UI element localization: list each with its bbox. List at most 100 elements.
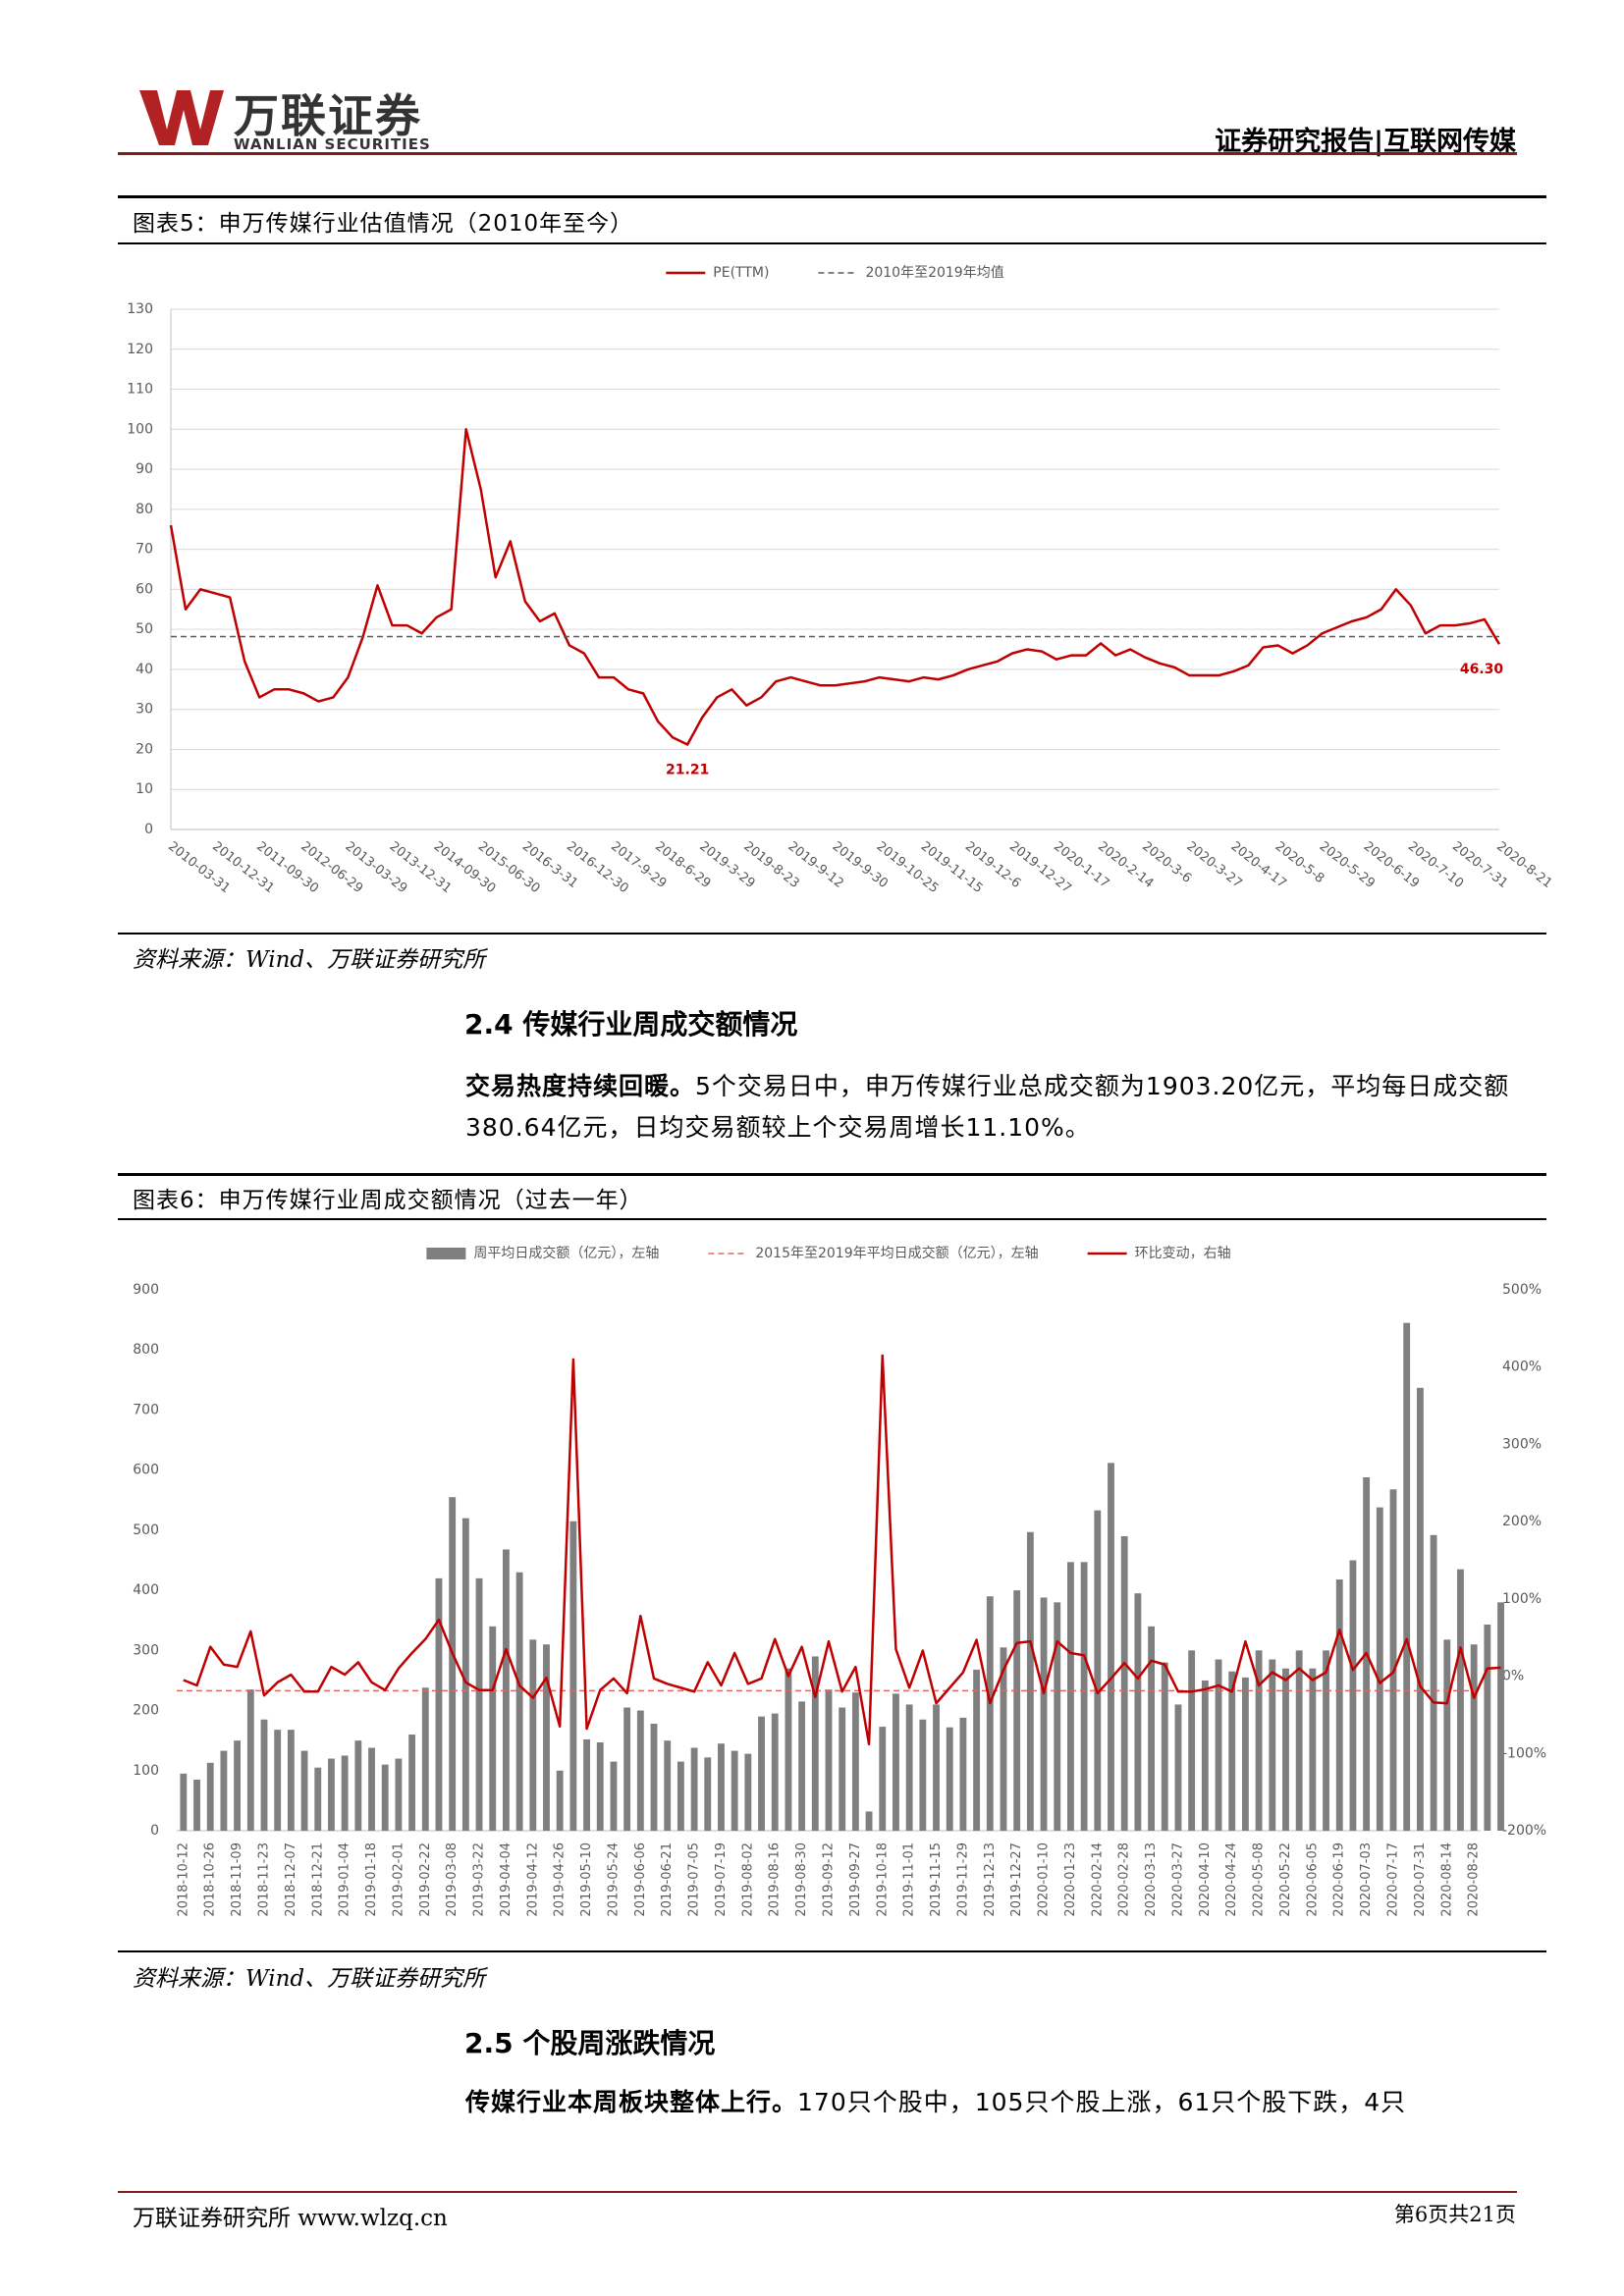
x-tick-label: 2020-04-10 bbox=[1198, 1842, 1213, 1917]
bar bbox=[664, 1740, 672, 1831]
x-tick-label: 2020-01-23 bbox=[1063, 1842, 1078, 1917]
figure-title: 图表6：申万传媒行业周成交额情况（过去一年） bbox=[133, 1188, 643, 1213]
x-tick-label: 2020-06-19 bbox=[1332, 1842, 1347, 1917]
x-tick-label: 2019-09-12 bbox=[822, 1842, 837, 1917]
bar bbox=[515, 1572, 523, 1831]
chart: 0 100 200 300 400 500 600 700 800 900 -200% -100% 0%… bbox=[133, 1245, 1546, 1917]
x-tick-label: 2019-05-24 bbox=[606, 1842, 621, 1917]
bar bbox=[1295, 1650, 1303, 1831]
bar bbox=[193, 1779, 200, 1831]
bar bbox=[879, 1727, 887, 1831]
bar bbox=[1054, 1602, 1061, 1831]
y-tick-label: 0 bbox=[150, 1823, 159, 1839]
paragraph-text: 170只个股中，105只个股上涨，61只个股下跌，4只 bbox=[797, 2088, 1407, 2116]
y-tick-label: 20 bbox=[135, 741, 153, 757]
y2-tick-label: 400% bbox=[1502, 1360, 1542, 1375]
figure-rule bbox=[118, 1950, 1546, 1952]
x-tick-label: 2019-07-05 bbox=[687, 1842, 702, 1917]
paragraph: 交易热度持续回暖。5个交易日中，申万传媒行业总成交额为1903.20亿元，平均每… bbox=[465, 1066, 1526, 1148]
bar bbox=[1309, 1668, 1317, 1831]
footer-left: 万联证券研究所 www.wlzq.cn bbox=[133, 2206, 448, 2231]
bar bbox=[435, 1577, 443, 1831]
bar bbox=[395, 1758, 403, 1831]
legend-label: 环比变动，右轴 bbox=[1135, 1246, 1231, 1261]
bar bbox=[959, 1717, 967, 1831]
x-tick-label: 2019-10-18 bbox=[875, 1842, 890, 1917]
logo-mark bbox=[139, 90, 224, 145]
bar bbox=[731, 1750, 738, 1831]
bar bbox=[220, 1750, 228, 1831]
legend: 周平均日成交额（亿元），左轴 2015年至2019年平均日成交额（亿元），左轴 环比… bbox=[426, 1245, 1231, 1261]
data-line bbox=[183, 1354, 1501, 1746]
figure-rule bbox=[118, 195, 1546, 198]
bar bbox=[623, 1707, 631, 1831]
x-tick-label: 2019-07-19 bbox=[714, 1842, 729, 1917]
bar bbox=[1080, 1562, 1088, 1831]
y-tick-label: 400 bbox=[133, 1582, 159, 1598]
section-heading: 2.4 传媒行业周成交额情况 bbox=[464, 1008, 798, 1041]
bar bbox=[851, 1692, 859, 1831]
bar bbox=[1484, 1625, 1491, 1831]
bar bbox=[180, 1773, 188, 1831]
y-tick-label: 110 bbox=[127, 382, 153, 398]
x-tick-label: 2020-05-08 bbox=[1252, 1842, 1267, 1917]
bar bbox=[933, 1704, 940, 1831]
bar bbox=[1282, 1668, 1289, 1831]
bar bbox=[1416, 1387, 1424, 1831]
x-tick-label: 2020-07-31 bbox=[1413, 1842, 1428, 1917]
x-tick-label: 2020-02-14 bbox=[1090, 1842, 1105, 1917]
x-tick-label: 2019-08-02 bbox=[740, 1842, 755, 1917]
figure-title: 图表5：申万传媒行业估值情况（2010年至今） bbox=[133, 211, 634, 237]
paragraph-text: 5个交易日中，申万传媒行业总成交额为1903.20亿元，平均每日成交额380.6… bbox=[465, 1072, 1510, 1142]
x-tick-label: 2019-12-27 bbox=[1009, 1842, 1024, 1917]
bar bbox=[341, 1755, 349, 1831]
bar bbox=[543, 1644, 550, 1831]
bar bbox=[690, 1747, 698, 1831]
bar bbox=[529, 1639, 537, 1831]
figure-rule bbox=[118, 1173, 1546, 1176]
bar bbox=[260, 1719, 268, 1831]
y-tick-label: 800 bbox=[133, 1342, 159, 1358]
y-tick-label: 70 bbox=[135, 542, 153, 558]
bar bbox=[408, 1735, 416, 1831]
bar bbox=[1000, 1647, 1007, 1831]
bar bbox=[811, 1656, 819, 1831]
x-tick-label: 2019-04-12 bbox=[525, 1842, 540, 1917]
bar bbox=[596, 1742, 604, 1831]
x-tick-label: 2018-10-12 bbox=[176, 1842, 190, 1917]
bar bbox=[1094, 1510, 1102, 1831]
x-tick-label: 2020-08-28 bbox=[1467, 1842, 1482, 1917]
x-tick-label: 2019-01-04 bbox=[338, 1842, 352, 1917]
bar bbox=[677, 1761, 684, 1831]
bar bbox=[946, 1727, 953, 1831]
bar bbox=[839, 1707, 846, 1831]
bar bbox=[865, 1811, 873, 1831]
figure-rule bbox=[118, 242, 1546, 244]
y2-tick-label: -100% bbox=[1502, 1745, 1546, 1761]
x-tick-label: 2019-02-01 bbox=[391, 1842, 406, 1917]
legend-swatch bbox=[426, 1248, 466, 1259]
bar bbox=[274, 1730, 282, 1831]
bar bbox=[368, 1747, 375, 1831]
bar bbox=[1470, 1644, 1478, 1831]
bar bbox=[1188, 1650, 1196, 1831]
y-tick-label: 130 bbox=[127, 301, 153, 317]
paragraph: 传媒行业本周板块整体上行。170只个股中，105只个股上涨，61只个股下跌，4只 bbox=[465, 2082, 1526, 2123]
legend-label: 2010年至2019年均值 bbox=[865, 265, 1003, 281]
x-tick-label: 2018-12-21 bbox=[310, 1842, 325, 1917]
bar bbox=[610, 1761, 618, 1831]
bar bbox=[475, 1577, 483, 1831]
data-label: 46.30 bbox=[1460, 662, 1504, 677]
y2-tick-label: 100% bbox=[1502, 1591, 1542, 1607]
bar bbox=[489, 1626, 497, 1831]
bar bbox=[905, 1704, 913, 1831]
bar bbox=[1457, 1569, 1464, 1831]
x-tick-label: 2019-06-21 bbox=[660, 1842, 675, 1917]
bar bbox=[1269, 1659, 1276, 1831]
bar bbox=[798, 1701, 806, 1831]
bar bbox=[1241, 1677, 1249, 1831]
page-number: 第6页共21页 bbox=[1393, 2203, 1516, 2226]
x-tick-label: 2019-09-27 bbox=[848, 1842, 863, 1917]
x-tick-label: 2020-07-03 bbox=[1359, 1842, 1374, 1917]
bar bbox=[825, 1689, 833, 1831]
